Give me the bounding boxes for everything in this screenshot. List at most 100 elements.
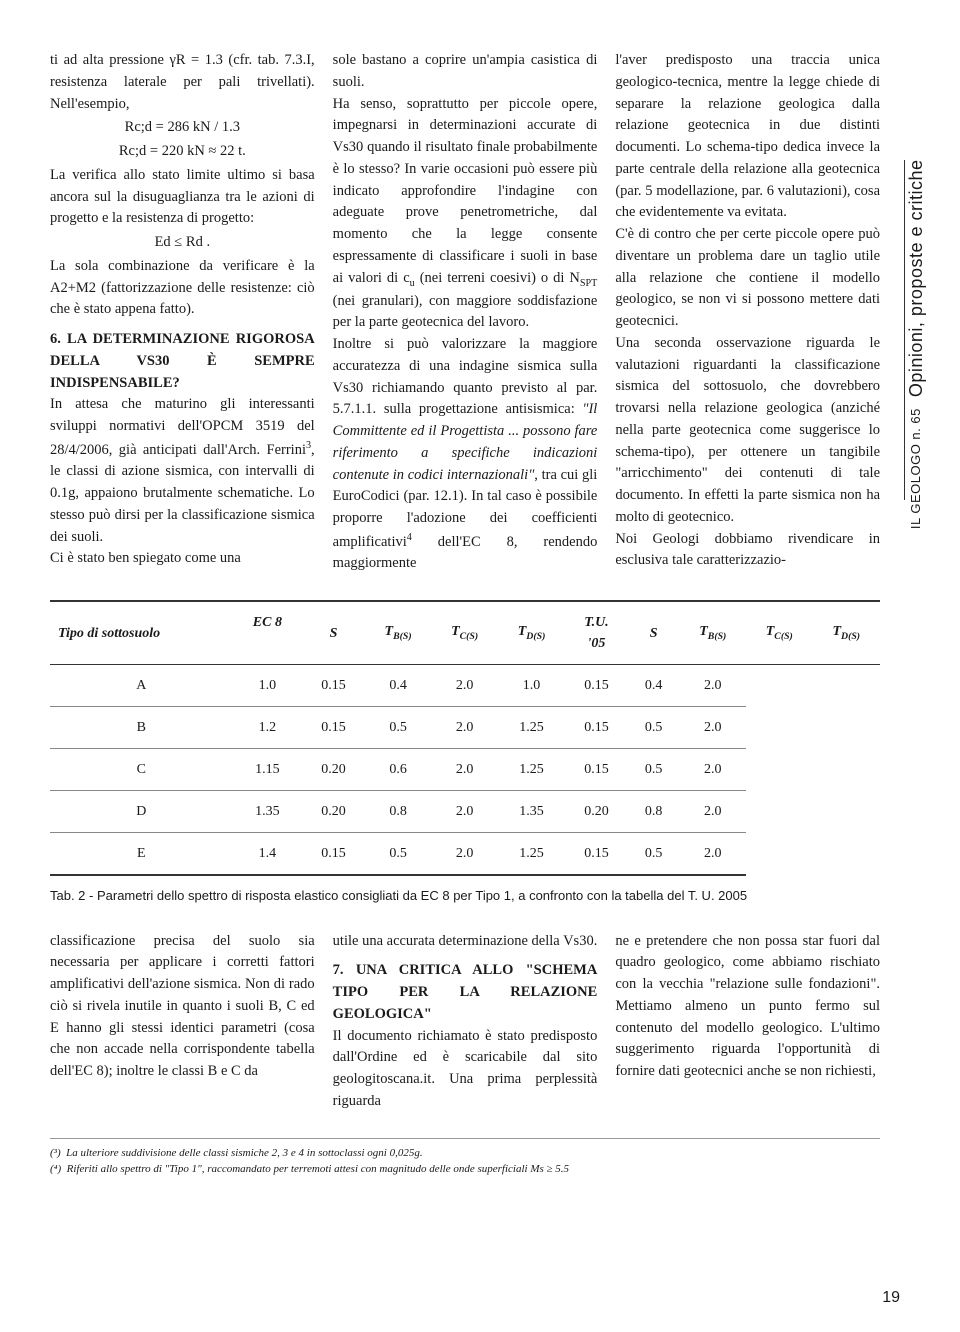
subscript: C(S) — [774, 631, 793, 642]
table-row: D1.350.200.82.01.350.200.82.0 — [50, 791, 880, 833]
table-cell: 2.0 — [680, 749, 747, 791]
footnote-text: Riferiti allo spettro di "Tipo 1", racco… — [67, 1163, 569, 1175]
column-3b: ne e pretendere che non possa star fuori… — [615, 931, 880, 1113]
text: T — [451, 624, 460, 639]
table-cell: 2.0 — [431, 749, 498, 791]
table-cell: 0.15 — [565, 833, 628, 876]
column-3: l'aver predisposto una traccia unica geo… — [615, 50, 880, 575]
para: l'aver predisposto una traccia unica geo… — [615, 50, 880, 224]
table-cell: 0.20 — [302, 791, 365, 833]
table-cell: 0.15 — [565, 749, 628, 791]
para: ne e pretendere che non possa star fuori… — [615, 931, 880, 1083]
table-cell: 0.5 — [628, 749, 680, 791]
footnote-marker: (³) — [50, 1147, 61, 1159]
table-cell: 2.0 — [680, 665, 747, 707]
table-cell: 1.35 — [498, 791, 565, 833]
right-gutter: IL GEOLOGO n. 65 Opinioni, proposte e cr… — [903, 160, 930, 529]
page-number: 19 — [882, 1286, 900, 1310]
table-cell: 1.15 — [233, 749, 303, 791]
text: In attesa che maturino gli interessanti … — [50, 396, 315, 457]
footnote-text: La ulteriore suddivisione delle classi s… — [66, 1147, 422, 1159]
col-header: EC 8 — [233, 601, 303, 665]
table-cell: 2.0 — [431, 665, 498, 707]
col-header: S — [302, 601, 365, 665]
table-cell: 1.25 — [498, 749, 565, 791]
para: La sola combinazione da verificare è la … — [50, 256, 315, 321]
text: Inoltre si può valorizzare la maggiore a… — [333, 336, 598, 417]
table-cell: 0.20 — [565, 791, 628, 833]
col-header: TC(S) — [746, 601, 813, 665]
equation: Rc;d = 220 kN ≈ 22 t. — [50, 141, 315, 163]
table-cell: A — [50, 665, 233, 707]
table-cell: 0.15 — [565, 665, 628, 707]
subscript: B(S) — [393, 631, 412, 642]
text: '05 — [588, 636, 606, 651]
para: classificazione precisa del suolo sia ne… — [50, 931, 315, 1083]
table-cell: 0.15 — [565, 707, 628, 749]
table-cell: C — [50, 749, 233, 791]
text: T — [385, 624, 394, 639]
table-cell: 2.0 — [680, 791, 747, 833]
col-header: TC(S) — [431, 601, 498, 665]
table-cell: 0.15 — [302, 707, 365, 749]
table-cell: 0.8 — [628, 791, 680, 833]
text: T — [766, 624, 775, 639]
equation: Ed ≤ Rd . — [50, 232, 315, 254]
lower-columns: classificazione precisa del suolo sia ne… — [50, 931, 880, 1113]
text: T — [518, 624, 527, 639]
table-cell: 2.0 — [431, 833, 498, 876]
para: La verifica allo stato limite ultimo si … — [50, 165, 315, 230]
table-cell: 0.6 — [365, 749, 432, 791]
table-cell: 0.5 — [628, 707, 680, 749]
para: sole bastano a coprire un'ampia casistic… — [333, 50, 598, 94]
table-cell: 2.0 — [431, 791, 498, 833]
footnote-marker: (⁴) — [50, 1163, 61, 1175]
subscript: B(S) — [708, 631, 727, 642]
col-header: Tipo di sottosuolo — [50, 601, 233, 665]
table-row: C1.150.200.62.01.250.150.52.0 — [50, 749, 880, 791]
text: Ha senso, soprattutto per piccole opere,… — [333, 96, 598, 286]
table-cell: 1.4 — [233, 833, 303, 876]
column-1b: classificazione precisa del suolo sia ne… — [50, 931, 315, 1113]
text: T — [832, 624, 841, 639]
table-cell: B — [50, 707, 233, 749]
table-cell: 0.8 — [365, 791, 432, 833]
table-cell: 1.25 — [498, 833, 565, 876]
para: In attesa che maturino gli interessanti … — [50, 394, 315, 548]
para: ti ad alta pressione γR = 1.3 (cfr. tab.… — [50, 50, 315, 115]
section-heading: 6. LA DETERMINAZIONE RIGOROSA DELLA VS30… — [50, 329, 315, 394]
equation: Rc;d = 286 kN / 1.3 — [50, 117, 315, 139]
table-caption: Tab. 2 - Parametri dello spettro di risp… — [50, 886, 880, 906]
para: C'è di contro che per certe piccole oper… — [615, 224, 880, 333]
column-1: ti ad alta pressione γR = 1.3 (cfr. tab.… — [50, 50, 315, 575]
section-heading: 7. UNA CRITICA ALLO "SCHEMA TIPO PER LA … — [333, 960, 598, 1025]
para: Ha senso, soprattutto per piccole opere,… — [333, 94, 598, 335]
subscript: D(S) — [526, 631, 545, 642]
col-header: TB(S) — [680, 601, 747, 665]
table-row: A1.00.150.42.01.00.150.42.0 — [50, 665, 880, 707]
footnote: (³) La ulteriore suddivisione delle clas… — [50, 1145, 880, 1162]
table-cell: E — [50, 833, 233, 876]
footnote: (⁴) Riferiti allo spettro di "Tipo 1", r… — [50, 1161, 880, 1178]
table-cell: 0.5 — [365, 707, 432, 749]
footnotes: (³) La ulteriore suddivisione delle clas… — [50, 1138, 880, 1178]
table-row: E1.40.150.52.01.250.150.52.0 — [50, 833, 880, 876]
table-cell: 0.4 — [628, 665, 680, 707]
text: (nei terreni coesivi) o di N — [415, 270, 580, 286]
col-header: TD(S) — [813, 601, 880, 665]
table-cell: 0.15 — [302, 665, 365, 707]
subscript: D(S) — [841, 631, 860, 642]
table-cell: D — [50, 791, 233, 833]
table-cell: 1.0 — [233, 665, 303, 707]
para: Il documento richiamato è stato predispo… — [333, 1026, 598, 1113]
table-cell: 0.4 — [365, 665, 432, 707]
para: Ci è stato ben spiegato come una — [50, 548, 315, 570]
table-cell: 1.25 — [498, 707, 565, 749]
table-cell: 0.15 — [302, 833, 365, 876]
column-2b: utile una accurata determinazione della … — [333, 931, 598, 1113]
para: Una seconda osservazione riguarda le val… — [615, 333, 880, 529]
text: T.U. — [584, 615, 608, 630]
parameters-table: Tipo di sottosuolo EC 8 S TB(S) TC(S) TD… — [50, 600, 880, 876]
table-cell: 1.35 — [233, 791, 303, 833]
table-cell: 1.0 — [498, 665, 565, 707]
